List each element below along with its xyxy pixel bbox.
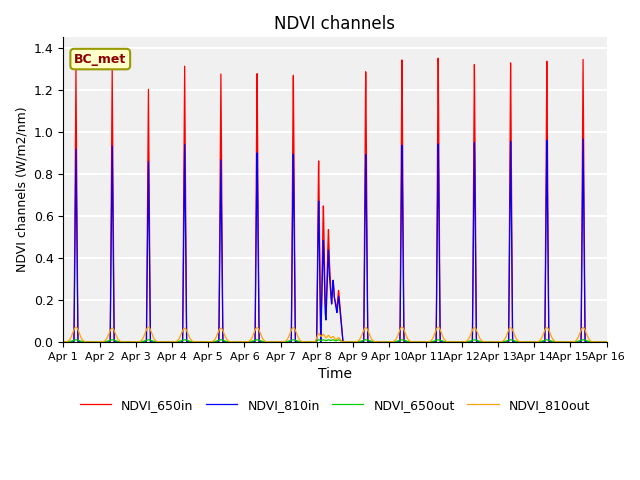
NDVI_810out: [72, 324, 80, 330]
Y-axis label: NDVI channels (W/m2/nm): NDVI channels (W/m2/nm): [15, 107, 28, 273]
NDVI_650out: [268, 339, 275, 345]
NDVI_650in: [154, 339, 161, 345]
NDVI_650in: [268, 339, 275, 345]
NDVI_650out: [154, 339, 161, 345]
NDVI_650out: [603, 339, 611, 345]
NDVI_810in: [603, 339, 611, 345]
NDVI_650out: [60, 339, 67, 345]
NDVI_810in: [60, 339, 67, 345]
NDVI_650out: [122, 339, 129, 345]
NDVI_650in: [603, 339, 611, 345]
NDVI_810out: [593, 339, 600, 345]
NDVI_810out: [122, 339, 129, 345]
Legend: NDVI_650in, NDVI_810in, NDVI_650out, NDVI_810out: NDVI_650in, NDVI_810in, NDVI_650out, NDV…: [75, 394, 595, 417]
NDVI_650out: [534, 339, 541, 345]
Text: BC_met: BC_met: [74, 53, 126, 66]
NDVI_810out: [603, 339, 611, 345]
NDVI_650out: [593, 339, 600, 345]
NDVI_650out: [344, 339, 351, 345]
NDVI_810out: [268, 339, 276, 345]
Line: NDVI_810out: NDVI_810out: [63, 327, 607, 342]
NDVI_650out: [324, 337, 332, 343]
NDVI_810in: [579, 136, 587, 142]
NDVI_650in: [435, 55, 442, 61]
Line: NDVI_810in: NDVI_810in: [63, 139, 607, 342]
NDVI_810in: [154, 339, 161, 345]
NDVI_650in: [592, 339, 600, 345]
X-axis label: Time: Time: [318, 367, 352, 381]
NDVI_810out: [534, 339, 541, 345]
NDVI_650out: [291, 337, 299, 343]
NDVI_810out: [60, 339, 67, 345]
NDVI_810out: [344, 339, 351, 345]
NDVI_810in: [122, 339, 129, 345]
NDVI_810in: [268, 339, 275, 345]
Title: NDVI channels: NDVI channels: [275, 15, 396, 33]
NDVI_810out: [154, 339, 161, 345]
NDVI_810in: [291, 329, 299, 335]
NDVI_810out: [292, 327, 300, 333]
NDVI_810in: [534, 339, 541, 345]
NDVI_650in: [534, 339, 541, 345]
NDVI_650in: [291, 324, 299, 330]
Line: NDVI_650in: NDVI_650in: [63, 58, 607, 342]
NDVI_650in: [122, 339, 129, 345]
Line: NDVI_650out: NDVI_650out: [63, 340, 607, 342]
NDVI_650in: [60, 339, 67, 345]
NDVI_810in: [592, 339, 600, 345]
